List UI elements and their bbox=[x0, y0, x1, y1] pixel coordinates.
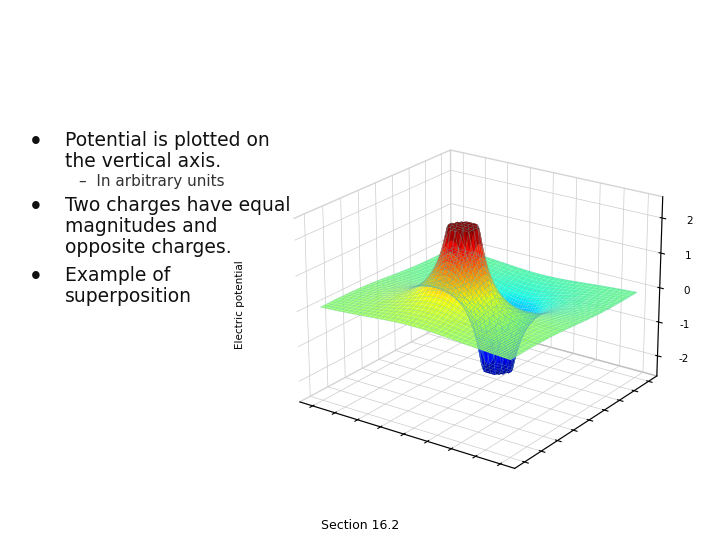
Text: Dipole Example: Dipole Example bbox=[202, 29, 518, 63]
Text: Example of: Example of bbox=[65, 266, 170, 285]
Text: opposite charges.: opposite charges. bbox=[65, 238, 231, 257]
Text: •: • bbox=[29, 132, 42, 152]
Text: superposition: superposition bbox=[65, 287, 192, 306]
Text: the vertical axis.: the vertical axis. bbox=[65, 152, 221, 171]
Text: Potential is plotted on: Potential is plotted on bbox=[65, 131, 269, 150]
Text: Electric potential: Electric potential bbox=[235, 261, 246, 349]
Text: •: • bbox=[29, 197, 42, 217]
Text: –  In arbitrary units: – In arbitrary units bbox=[79, 174, 225, 189]
Text: Section 16.2: Section 16.2 bbox=[321, 519, 399, 532]
Text: Two charges have equal: Two charges have equal bbox=[65, 196, 290, 215]
Text: magnitudes and: magnitudes and bbox=[65, 217, 217, 236]
Text: •: • bbox=[29, 267, 42, 287]
